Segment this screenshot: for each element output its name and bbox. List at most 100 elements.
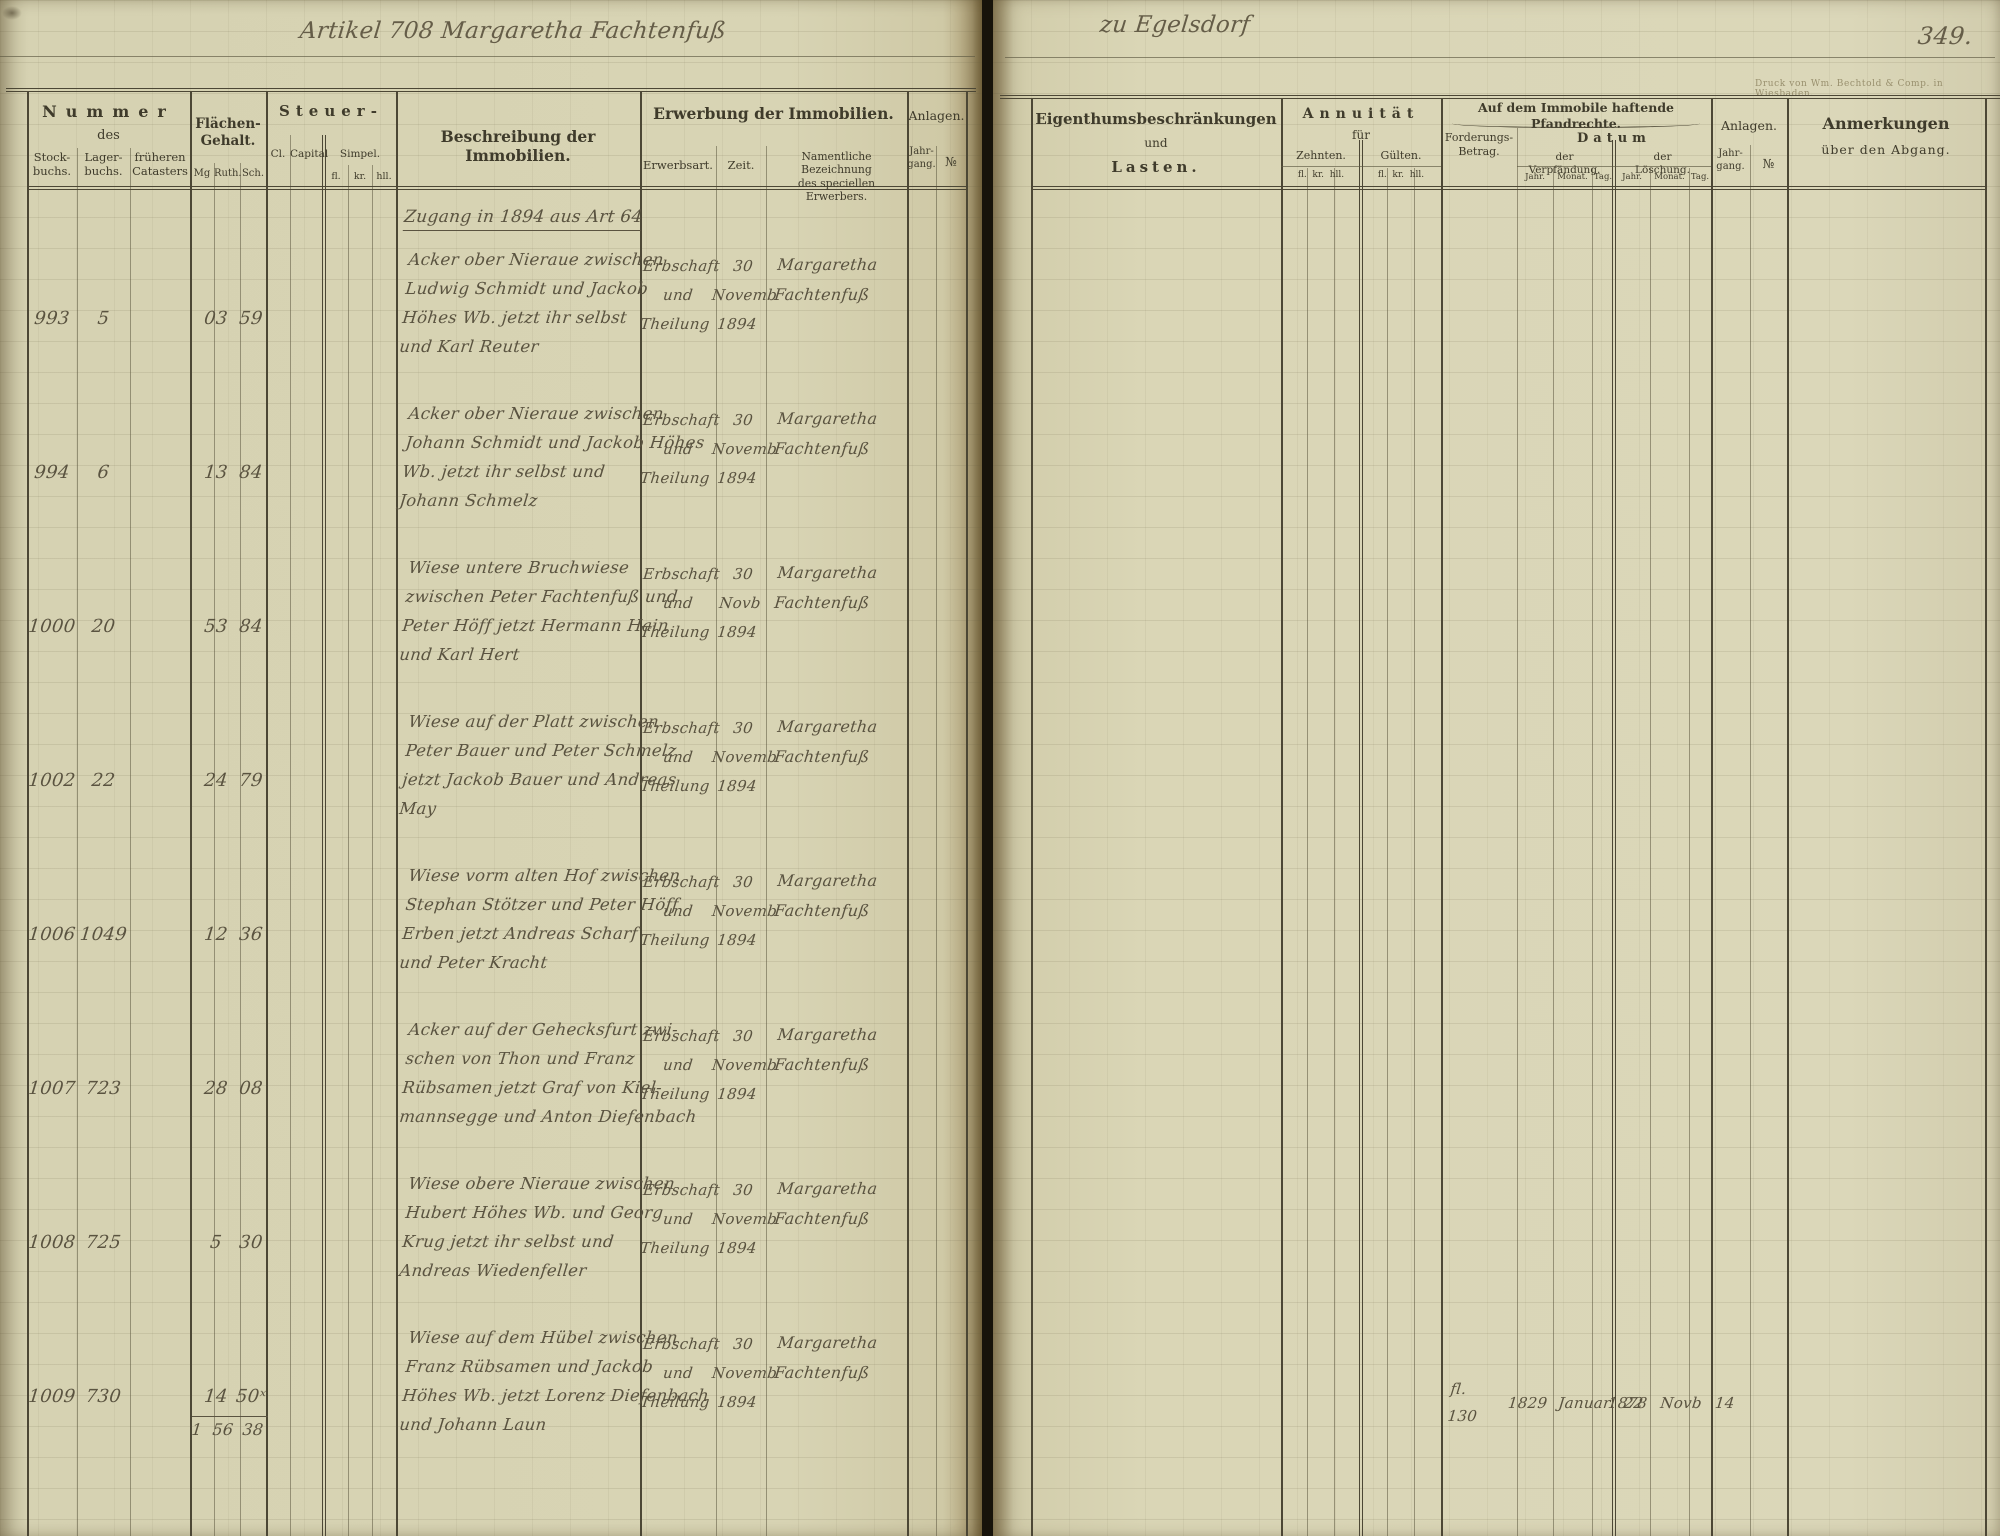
header-unit-mg: Mg [193,168,211,179]
header-stockbuchs: Stock- buchs. [32,150,72,179]
area-schuh: 79 [238,770,264,791]
header-unit-monat: Monat. [1557,172,1588,182]
area-ruthen: 53 [203,616,229,637]
line [190,91,192,1536]
header-annuitaet-fuer: für [1352,128,1370,142]
header-anmerkungen-sub: über den Abgang. [1821,142,1951,157]
header-bottom-rule [27,186,968,190]
line [77,148,78,1536]
header-unit-tag: Tag. [1690,172,1710,182]
printer-imprint: Druck von Wm. Bechtold & Comp. in Wiesba… [1755,79,1944,99]
stockbuch-number: 1000 [27,616,77,637]
addition-note: Zugang in 1894 aus Art 64 [402,207,644,231]
line [766,146,767,1536]
stockbuch-number: 1002 [27,770,77,791]
header-unit-sch: Sch. [241,168,265,179]
header-erwerbung: Erwerbung der Immobilien. [653,104,894,123]
header-anmerkungen: Anmerkungen [1822,114,1950,133]
ink-smudge [2,6,22,20]
lagerbuch-number: 6 [96,462,111,483]
discharge-month: Novb [1659,1394,1703,1412]
line [1387,168,1388,1536]
discharge-date: 1878 Novb 14 [1607,1394,1736,1412]
header-capital: Capital [290,148,329,160]
rule [1005,57,1995,58]
pledge-year: 1829 [1507,1394,1549,1412]
header-anlagen-left: Anlagen. [908,108,965,123]
pledge-month: Januar [1557,1394,1612,1412]
lagerbuch-number: 1049 [78,924,129,945]
header-eigenthum-und: und [1144,136,1168,150]
discharge-day: 14 [1714,1394,1736,1412]
line [266,91,268,1536]
header-beschreibung: Beschreibung der Immobilien. [440,127,596,166]
line [1281,98,1283,1536]
acquisition-date: 30 Novemb 1894 [711,1027,779,1103]
area-ruthen: 03 [203,308,229,329]
acquisition-date: 30 Novemb 1894 [711,1335,779,1411]
area-total-morgen: 1 [190,1420,204,1439]
header-guelten-units: fl. kr. hll. [1377,170,1425,180]
line [214,163,215,1536]
header-flaechen-gehalt: Flächen- Gehalt. [195,116,261,149]
header-unit-kr: kr. [353,171,367,182]
area-total-rule [192,1416,268,1417]
acquirer-name: Margaretha Fachtenfuß [773,563,879,612]
header-loeschung: der Löschung. [1635,151,1690,177]
area-schuh: 08 [238,1078,264,1099]
line [716,146,717,1536]
acquirer-name: Margaretha Fachtenfuß [773,717,879,766]
area-schuh: 59 [238,308,264,329]
header-bottom-rule [1031,186,1985,190]
table-top-rule [1000,95,2000,99]
stockbuch-number: 1007 [27,1078,77,1099]
header-unit-monat: Monat. [1654,172,1685,182]
area-total-ruthen: 56 [211,1420,235,1439]
acquirer-name: Margaretha Fachtenfuß [773,1179,879,1228]
header-eigenthum: Eigenthumsbeschränkungen [1035,110,1277,128]
line [372,165,373,1536]
area-ruthen: 5 [209,1232,223,1253]
line [1650,168,1651,1536]
line [348,165,349,1536]
area-schuh: 30 [238,1232,264,1253]
property-description: Wiese obere Nieraue zwischen Hubert Höhe… [398,1174,676,1280]
header-steuer: Steuer- [279,102,383,120]
header-anlagen-right: Anlagen. [1721,118,1777,133]
stockbuch-number: 1006 [27,924,77,945]
header-nr-right: № [1762,156,1775,171]
acquirer-name: Margaretha Fachtenfuß [773,1025,879,1074]
header-unit-hll: hll. [376,171,392,182]
header-erwerber: Namentliche Bezeichnung des speciellen E… [797,150,876,204]
acquirer-name: Margaretha Fachtenfuß [773,409,879,458]
lagerbuch-number: 5 [96,308,111,329]
header-verpfaendung: der Verpfändung. [1528,151,1601,177]
left-page [0,0,982,1536]
line [130,148,131,1536]
header-forderung: Forderungs- Betrag. [1444,131,1514,158]
area-ruthen: 24 [203,770,229,791]
line [966,91,968,1536]
header-zehnten: Zehnten. [1296,149,1346,162]
line [1787,98,1789,1536]
line [936,146,937,1536]
brace [1452,118,1700,128]
line [1414,168,1415,1536]
header-nummer-des: des [97,128,120,143]
claim-amount: fl. 130 [1446,1380,1479,1425]
line [1612,140,1616,1536]
acquisition-date: 30 Novemb 1894 [711,1181,779,1257]
acquisition-date: 30 Novemb 1894 [711,719,779,795]
line [1031,98,1033,1536]
acquirer-name: Margaretha Fachtenfuß [773,871,879,920]
stockbuch-number: 994 [33,462,71,483]
lagerbuch-number: 723 [84,1078,123,1099]
line [640,91,642,1536]
header-cl: Cl. [270,148,286,160]
stockbuch-number: 993 [33,308,71,329]
header-nummer: Nummer [42,102,175,121]
acquirer-name: Margaretha Fachtenfuß [773,255,879,304]
rule [0,56,975,57]
line [1307,168,1308,1536]
